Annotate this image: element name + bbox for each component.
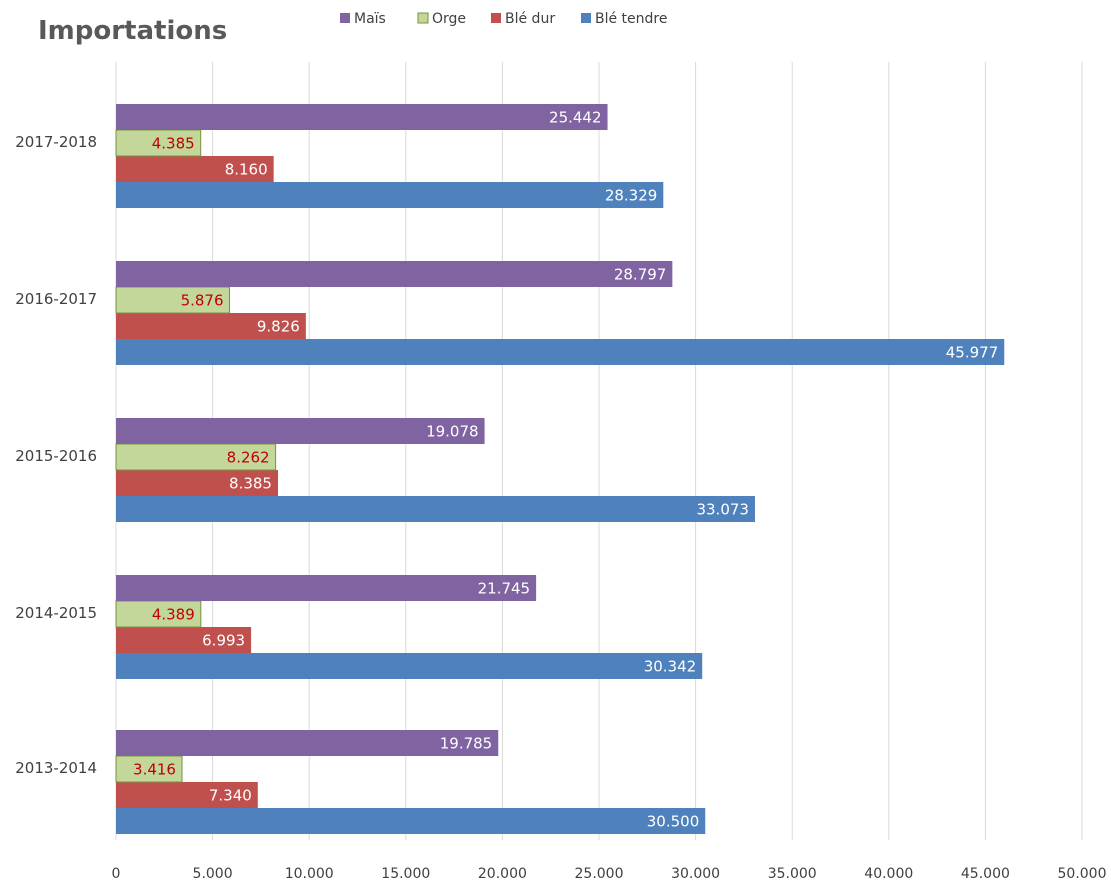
bar [115,600,202,628]
category-label: 2013-2014 [15,759,97,777]
bar [116,418,485,444]
data-label: 8.160 [225,161,268,179]
x-tick-label: 10.000 [285,866,334,882]
x-tick-label: 20.000 [478,866,527,882]
bar [116,313,306,339]
data-label: 6.993 [202,632,245,650]
bar [116,104,608,130]
legend: Maïs Orge Blé dur Blé tendre [340,11,667,27]
x-tick-label: 0 [112,866,121,882]
axes: 0 5.000 10.000 15.000 20.000 25.000 30.000 35.0… [15,133,1106,882]
data-label: 4.389 [152,606,195,624]
bar [115,129,202,157]
data-labels: 30.500 30.342 33.073 45.977 28.329 7.340 6.993… [133,109,998,831]
data-label: 30.500 [647,813,700,831]
data-label: 30.342 [644,658,697,676]
bar [116,575,537,601]
x-tick-label: 40.000 [864,866,913,882]
legend-swatch [417,12,429,24]
bar [116,470,278,496]
x-tick-label: 35.000 [768,866,817,882]
legend-swatch [581,13,591,23]
x-tick-label: 30.000 [671,866,720,882]
bar [115,443,277,471]
legend-swatch [340,13,350,23]
data-label: 19.078 [426,423,479,441]
bar [116,182,664,208]
data-label: 8.262 [227,449,270,467]
bars [115,104,1005,834]
legend-label: Blé dur [505,11,555,27]
data-label: 9.826 [257,318,300,336]
bar [116,730,499,756]
bar [116,496,755,522]
bar [116,653,703,679]
data-label: 8.385 [229,475,272,493]
x-tick-label: 15.000 [381,866,430,882]
chart-title: Importations [38,16,227,46]
bar [116,808,706,834]
data-label: 19.785 [440,735,493,753]
bar [116,782,258,808]
legend-label: Orge [432,11,466,27]
data-label: 4.385 [152,135,195,153]
data-label: 25.442 [549,109,602,127]
category-label: 2014-2015 [15,604,97,622]
data-label: 21.745 [478,580,531,598]
data-label: 5.876 [181,292,224,310]
bar [116,339,1005,365]
bar [116,156,274,182]
data-label: 7.340 [209,787,252,805]
x-tick-label: 45.000 [961,866,1010,882]
data-label: 3.416 [133,761,176,779]
category-label: 2015-2016 [15,447,97,465]
category-label: 2017-2018 [15,133,97,151]
legend-swatch [491,13,501,23]
category-label: 2016-2017 [15,290,97,308]
x-tick-label: 5.000 [193,866,233,882]
data-label: 28.797 [614,266,667,284]
legend-label: Blé tendre [595,11,667,27]
bar [116,261,673,287]
data-label: 45.977 [946,344,999,362]
data-label: 28.329 [605,187,658,205]
bar [115,286,231,314]
x-tick-label: 25.000 [575,866,624,882]
bar [115,755,183,783]
bar [116,627,252,653]
x-tick-label: 50.000 [1058,866,1107,882]
data-label: 33.073 [696,501,749,519]
legend-label: Maïs [354,11,386,27]
